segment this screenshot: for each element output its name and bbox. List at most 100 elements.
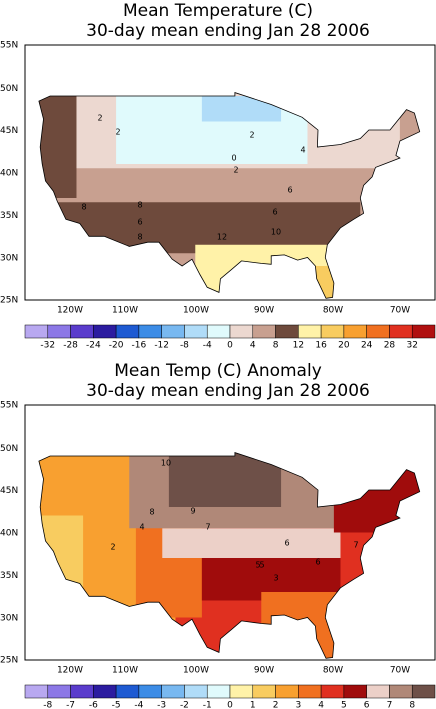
colorbar-label: -8: [180, 341, 189, 351]
us-outline: [38, 452, 421, 659]
field-region: [38, 515, 84, 601]
contour-label: 4: [139, 523, 144, 532]
lat-label: 40N: [0, 169, 18, 179]
contour-label: 10: [161, 459, 171, 468]
map-frame: [24, 404, 436, 661]
lon-label: 70W: [390, 666, 410, 676]
colorbar-label: 24: [361, 341, 373, 351]
contour-label: 5: [259, 561, 264, 570]
lat-label: 25N: [0, 296, 18, 306]
lat-label: 30N: [0, 614, 18, 624]
colorbar-box: [24, 324, 49, 339]
lat-label: 55N: [0, 401, 18, 411]
lon-label: 100W: [183, 306, 209, 316]
colorbar-label: 8: [409, 701, 415, 709]
colorbar-label: 28: [384, 341, 396, 351]
colorbar-box: [161, 324, 185, 339]
colorbar-label: -32: [40, 341, 55, 351]
lat-label: 35N: [0, 571, 18, 581]
colorbar-box: [47, 684, 71, 699]
contour-label: 10: [271, 228, 281, 237]
lat-label: 45N: [0, 126, 18, 136]
contour-label: 7: [353, 541, 358, 550]
lat-label: 45N: [0, 486, 18, 496]
colorbar-box: [138, 324, 162, 339]
title: Mean Temperature (C): [123, 1, 313, 21]
colorbar-label: 0: [227, 341, 233, 351]
colorbar-box: [115, 324, 140, 339]
map-panel: Mean Temperature (C)30-day mean ending J…: [0, 1, 436, 351]
colorbar-label: -7: [66, 701, 75, 709]
field-region: [162, 528, 341, 558]
colorbar-label: -28: [63, 341, 78, 351]
colorbar-label: -6: [89, 701, 98, 709]
colorbar-label: 12: [293, 341, 304, 351]
colorbar-box: [138, 684, 162, 699]
lon-label: 110W: [112, 666, 138, 676]
contour-label: 4: [300, 146, 305, 155]
colorbar-box: [320, 324, 345, 339]
contour-label: 2: [97, 114, 102, 123]
contour-label: 2: [110, 543, 115, 552]
contour-label: 6: [287, 186, 292, 195]
colorbar-label: -4: [203, 341, 212, 351]
colorbar-box: [366, 684, 390, 699]
field-region: [168, 452, 282, 507]
lat-label: 50N: [0, 444, 18, 454]
colorbar-label: -5: [112, 701, 121, 709]
lat-label: 50N: [0, 84, 18, 94]
colorbar-box: [389, 324, 413, 339]
colorbar-label: -20: [109, 341, 124, 351]
lon-label: 120W: [57, 666, 83, 676]
contour-label: 8: [149, 508, 154, 517]
colorbar-label: -2: [180, 701, 189, 709]
colorbar-box: [206, 684, 231, 699]
colorbar-box: [47, 324, 71, 339]
colorbar-box: [411, 324, 436, 339]
colorbar-label: 1: [250, 701, 256, 709]
colorbar-label: 16: [315, 341, 327, 351]
contour-label: 7: [205, 523, 210, 532]
colorbar-label: 2: [273, 701, 279, 709]
field-region: [201, 96, 282, 122]
colorbar-box: [275, 324, 299, 339]
subtitle: 30-day mean ending Jan 28 2006: [86, 21, 370, 41]
colorbar-box: [298, 324, 322, 339]
colorbar-label: 3: [295, 701, 301, 709]
lon-label: 80W: [323, 666, 343, 676]
contour-label: 6: [272, 208, 277, 217]
colorbar-label: -3: [157, 701, 166, 709]
colorbar-box: [275, 684, 299, 699]
colorbar-label: -24: [86, 341, 101, 351]
lon-label: 100W: [183, 666, 209, 676]
contour-label: 2: [233, 166, 238, 175]
contour-label: 8: [137, 233, 142, 242]
lon-label: 80W: [323, 306, 343, 316]
contour-label: 6: [137, 218, 142, 227]
colorbar-box: [161, 684, 185, 699]
colorbar-box: [24, 684, 49, 699]
colorbar-label: 0: [227, 701, 233, 709]
lon-label: 90W: [254, 306, 274, 316]
colorbar-box: [252, 324, 276, 339]
map-fill: [38, 92, 420, 299]
colorbar-box: [229, 684, 254, 699]
map-frame: [24, 44, 436, 301]
contour-label: 6: [284, 539, 289, 548]
lat-label: 40N: [0, 529, 18, 539]
lat-label: 55N: [0, 41, 18, 51]
colorbar-box: [411, 684, 436, 699]
contour-label: 0: [231, 154, 236, 163]
colorbar-label: -8: [43, 701, 52, 709]
colorbar-box: [93, 324, 117, 339]
colorbar-label: 7: [387, 701, 393, 709]
field-region: [307, 266, 341, 299]
colorbar-box: [229, 324, 254, 339]
colorbar-box: [70, 324, 94, 339]
contour-label: 6: [315, 558, 320, 567]
contour-label: 2: [249, 131, 254, 140]
lat-label: 25N: [0, 656, 18, 666]
field-region: [333, 464, 420, 533]
title: Mean Temp (C) Anomaly: [114, 361, 322, 381]
